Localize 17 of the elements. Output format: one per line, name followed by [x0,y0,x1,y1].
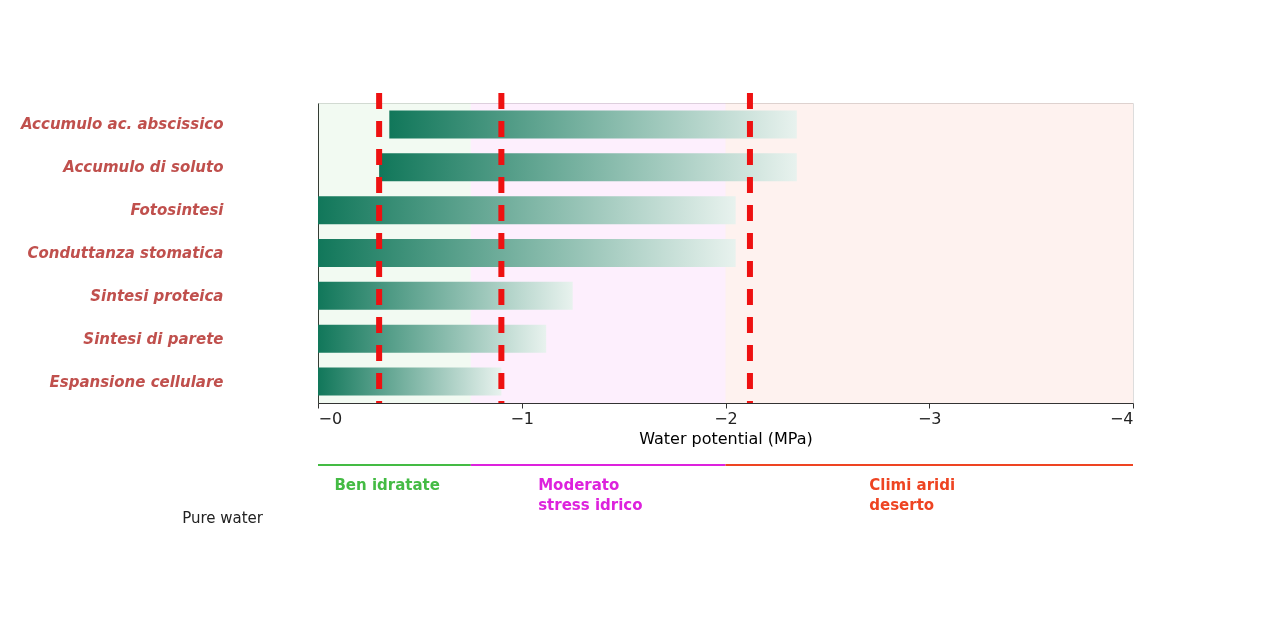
text: Pure water [182,509,264,527]
band-label: Moderato stress idrico [538,476,643,514]
x-tick-label: −4 [1109,408,1134,428]
band-label: Ben idratate [334,476,440,494]
x-tick-label: −2 [714,408,738,428]
y-tick-label: Accumulo ac. abscissico [19,115,224,134]
y-tick-label: Sintesi di parete [83,329,224,348]
band-label: Climi aridi deserto [869,476,956,514]
x-axis-title: Water potential (MPa) [639,428,813,448]
y-tick-label: Fotosintesi [130,201,225,220]
y-tick-label: Accumulo di soluto [62,158,224,177]
x-tick-label: −3 [917,408,942,428]
y-tick-label: Espansione cellulare [49,372,224,391]
x-tick-label: −0 [318,408,343,428]
x-tick-label: −1 [510,408,535,428]
y-tick-label: Conduttanza stomatica [27,244,224,262]
y-tick-label: Sintesi proteica [90,286,224,305]
